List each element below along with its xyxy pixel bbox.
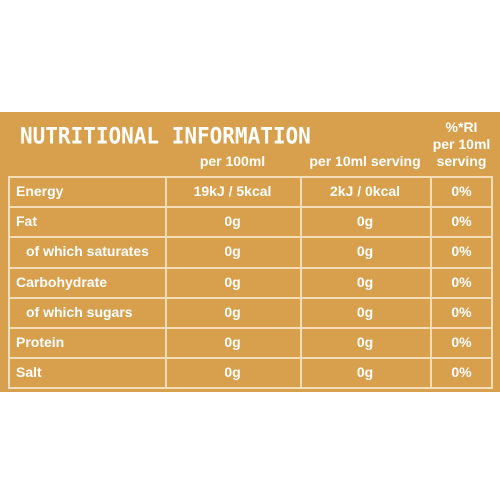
column-header: per 100ml [199,153,266,169]
cell-value: 0g [356,303,374,320]
cell-value: 0g [224,243,241,260]
cell-value: 0g [356,213,374,230]
cell-value: 0g [224,213,241,230]
row-divider [8,206,493,209]
cell-value: 0% [451,273,472,290]
row-label: Carbohydrate [16,273,108,290]
cell-value: 0g [224,303,241,320]
cell-value: 0% [451,364,472,381]
column-divider [165,176,167,390]
cell-value: 0% [451,213,472,230]
cell-value: 0g [356,334,374,350]
cell-value: 0g [224,334,241,350]
cell-value: 0g [224,364,241,381]
row-divider [8,387,493,390]
cell-value: 0g [356,273,374,290]
cell-value: 0% [451,243,472,260]
title: NUTRITIONAL INFORMATION [20,123,311,149]
column-header: %*RI [445,119,478,135]
row-divider [8,327,493,329]
row-label: of which sugars [26,303,133,320]
cell-value: 0% [451,334,472,350]
cell-value: 19kJ / 5kcal [193,183,272,199]
cell-value: 0% [451,183,472,199]
column-header: per 10ml serving [309,153,421,169]
cell-value: 0g [356,364,374,381]
row-divider [8,236,493,239]
cell-value: 2kJ / 0kcal [329,183,401,199]
cell-value: 0g [356,243,374,260]
row-label: of which saturates [26,243,149,260]
row-divider [8,266,493,269]
row-label: Fat [16,213,37,230]
column-header: serving [436,153,487,169]
row-divider [8,296,493,299]
column-divider [8,176,10,390]
row-label: Salt [16,364,42,381]
row-divider [8,176,493,178]
column-divider [430,176,432,390]
column-header: per 10ml [432,136,491,152]
column-divider [300,176,302,390]
cell-value: 0% [451,303,472,320]
cell-value: 0g [224,273,241,290]
label-panel [0,112,500,392]
row-label: Energy [16,183,64,199]
row-label: Protein [16,334,65,350]
column-divider [491,176,493,390]
row-divider [8,357,493,360]
